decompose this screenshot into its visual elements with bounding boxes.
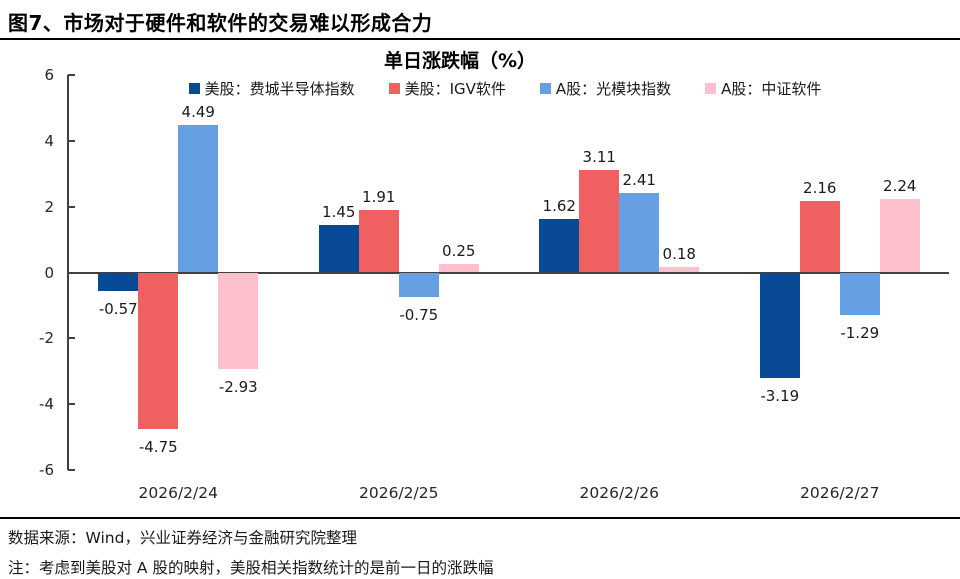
x-category-label: 2026/2/27 [800,484,880,502]
bar-value-label: -2.93 [218,377,258,396]
bar [579,170,620,273]
bar-value-label: -1.29 [840,323,880,342]
bar-value-label: 4.49 [181,102,215,121]
bar-value-label: 1.62 [542,197,576,216]
legend-label: A股：光模块指数 [555,80,672,98]
y-axis-tick [68,403,75,406]
zero-axis-line [67,271,949,274]
y-axis-tick [68,205,75,208]
plot-area: -0.57 -4.75 4.49 -2.93 1.45 1.91 -0.75 0.25 1.62… [67,74,950,471]
bar-value-label: 2.41 [622,171,656,190]
bar-value-label: 0.25 [442,242,476,261]
chart-title: 单日涨跌幅（%） [383,50,537,72]
bar-value-label: -0.75 [399,306,439,325]
legend-item-3: A股：中证软件 [705,78,821,99]
y-tick-label: 4 [44,131,54,150]
legend-label: 美股：IGV软件 [404,80,506,98]
bar [358,209,399,273]
legend-item-0: 美股：费城半导体指数 [188,78,355,99]
y-axis-tick [68,337,75,340]
bar-value-label: -0.57 [98,300,138,319]
footer-divider [0,517,960,519]
figure-title: 图7、市场对于硬件和软件的交易难以形成合力 [0,0,960,40]
bar [799,201,840,273]
y-tick-label: 0 [44,263,54,282]
bar [879,198,920,273]
legend-swatch-icon [388,83,400,94]
y-tick-label: 2 [44,197,54,216]
bar-value-label: 1.45 [322,202,356,221]
bar [759,272,800,378]
bar [839,272,880,315]
legend-swatch-icon [539,83,551,94]
x-category-label: 2026/2/24 [138,484,218,502]
y-axis-tick [68,469,75,471]
legend-label: 美股：费城半导体指数 [204,80,355,98]
bar [619,193,660,273]
bar [438,264,479,273]
y-tick-label: 6 [44,66,54,84]
x-category-label: 2026/2/25 [359,484,439,502]
bar-value-label: 2.24 [883,176,917,195]
bar-value-label: 1.91 [362,187,396,206]
bar-value-label: -4.75 [138,437,178,456]
x-category-label: 2026/2/26 [579,484,659,502]
bar-value-label: 0.18 [662,244,696,263]
bar [318,224,359,273]
bar [98,272,139,292]
y-tick-label: -2 [39,329,54,348]
bar [659,266,700,273]
bar [398,272,439,298]
y-tick-label: -4 [39,395,54,414]
bar [178,124,219,273]
legend-swatch-icon [188,83,200,94]
bar-value-label: 2.16 [803,179,837,198]
data-source-line: 数据来源：Wind，兴业证券经济与金融研究院整理 [8,529,357,547]
note-line: 注：考虑到美股对 A 股的映射，美股相关指数统计的是前一日的涨跌幅 [8,559,494,577]
bar-value-label: 3.11 [582,148,616,167]
legend-swatch-icon [705,83,717,94]
bar-value-label: -3.19 [760,386,800,405]
chart-legend: 美股：费城半导体指数 美股：IGV软件 A股：光模块指数 A股：中证软件 [60,78,950,99]
y-tick-label: -6 [39,461,54,479]
y-axis-tick [68,74,75,76]
bar [218,272,259,369]
y-axis-tick [68,139,75,142]
legend-item-2: A股：光模块指数 [539,78,672,99]
chart: 单日涨跌幅（%） 美股：费城半导体指数 美股：IGV软件 A股：光模块指数 A股：中证… [0,40,960,517]
legend-item-1: 美股：IGV软件 [388,78,506,99]
bar [138,272,179,429]
bar [539,219,580,273]
legend-label: A股：中证软件 [721,80,822,98]
